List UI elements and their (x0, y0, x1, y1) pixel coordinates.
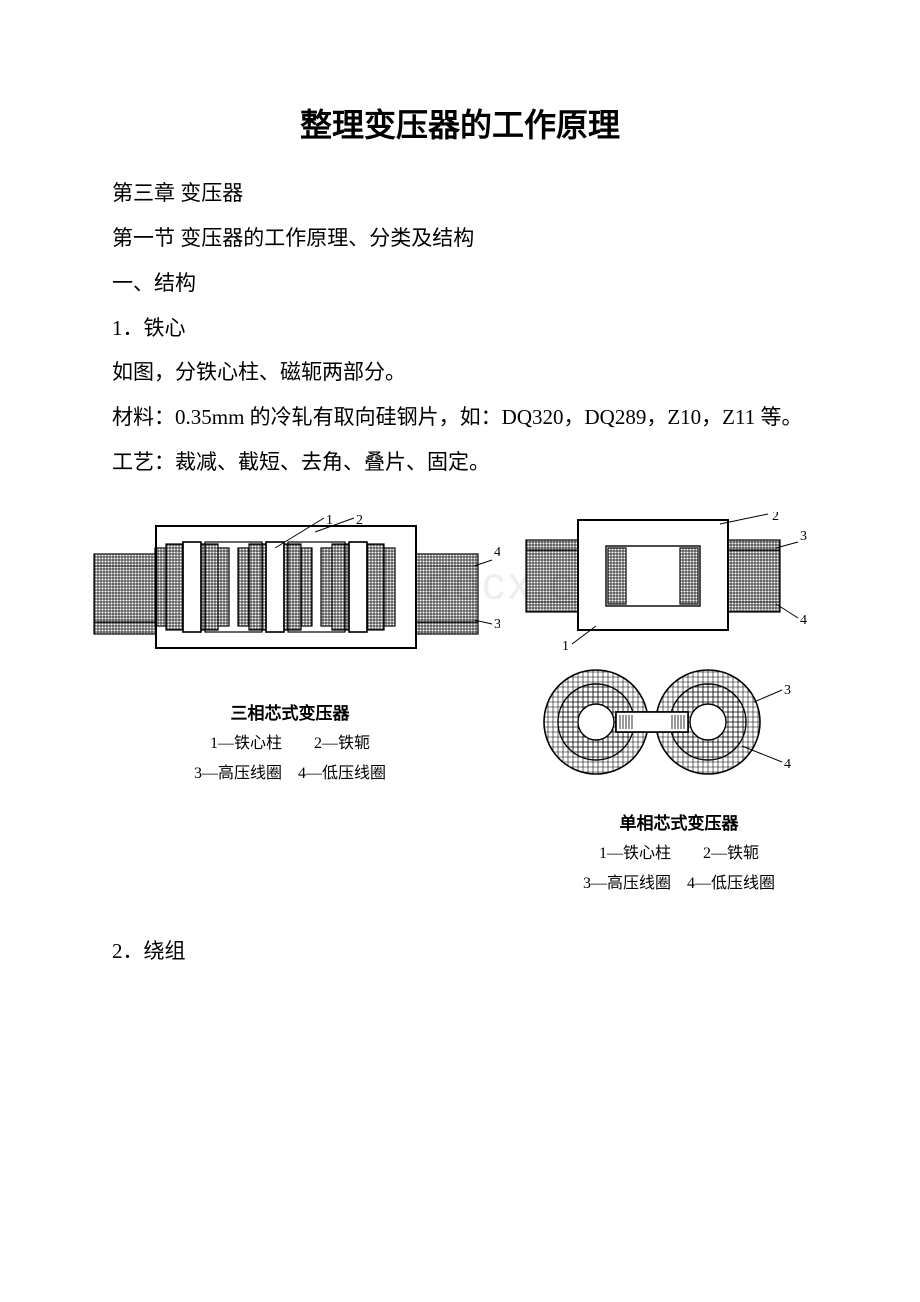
figure-row: 1234 三相芯式变压器 1—铁心柱 2—铁轭 3—高压线圈 4—低压线圈 23… (80, 512, 840, 896)
svg-text:3: 3 (784, 683, 791, 698)
section-heading: 第一节 变压器的工作原理、分类及结构 (70, 219, 850, 258)
caption-b-title: 单相芯式变压器 (620, 814, 739, 833)
svg-text:1: 1 (562, 639, 569, 652)
caption-b-legend2: 3—高压线圈 4—低压线圈 (518, 871, 840, 897)
svg-text:3: 3 (494, 617, 500, 632)
para-process: 工艺：裁减、截短、去角、叠片、固定。 (70, 443, 850, 482)
svg-text:3: 3 (800, 529, 807, 544)
caption-a-legend1: 1—铁心柱 2—铁轭 (80, 731, 500, 757)
caption-single-phase: 单相芯式变压器 1—铁心柱 2—铁轭 3—高压线圈 4—低压线圈 (518, 810, 840, 896)
svg-text:4: 4 (800, 613, 807, 628)
caption-a-legend2: 3—高压线圈 4—低压线圈 (80, 761, 500, 787)
para-material: 材料：0.35mm 的冷轧有取向硅钢片，如：DQ320，DQ289，Z10，Z1… (70, 398, 850, 437)
caption-three-phase: 三相芯式变压器 1—铁心柱 2—铁轭 3—高压线圈 4—低压线圈 (80, 700, 500, 786)
figure-three-phase: 1234 (80, 512, 500, 682)
subsection-structure: 一、结构 (70, 264, 850, 303)
svg-text:2: 2 (772, 512, 779, 524)
svg-text:4: 4 (494, 545, 500, 560)
caption-b-legend1: 1—铁心柱 2—铁轭 (518, 841, 840, 867)
chapter-heading: 第三章 变压器 (70, 174, 850, 213)
item-iron-core: 1．铁心 (70, 309, 850, 348)
item-windings: 2．绕组 (70, 932, 850, 971)
para-core-parts: 如图，分铁心柱、磁轭两部分。 (70, 353, 850, 392)
page-title: 整理变压器的工作原理 (70, 100, 850, 146)
svg-text:4: 4 (784, 757, 791, 772)
figure-single-phase-top: 2 3 4 1 (518, 512, 840, 652)
figure-single-phase-bottom: 34 (518, 662, 840, 792)
svg-text:2: 2 (356, 513, 363, 528)
caption-a-title: 三相芯式变压器 (231, 704, 350, 723)
